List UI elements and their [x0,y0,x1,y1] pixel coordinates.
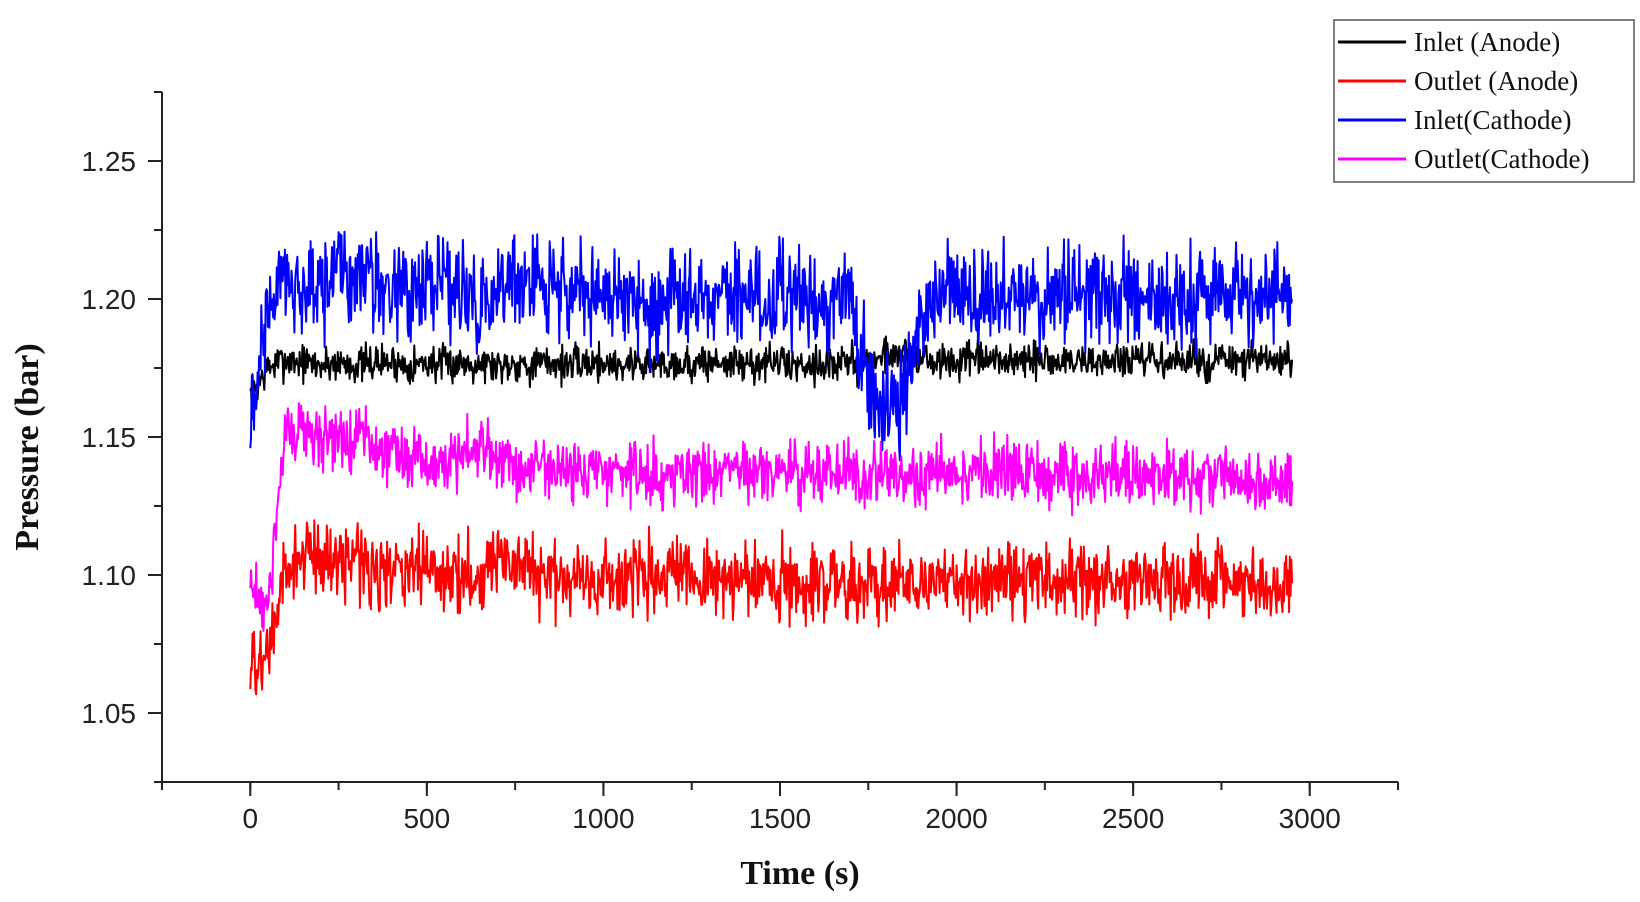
y-tick-label: 1.25 [82,146,137,177]
x-tick-label: 2000 [925,803,987,834]
x-tick-label: 500 [403,803,450,834]
legend: Inlet (Anode) Outlet (Anode) Inlet(Cathode… [1333,19,1635,183]
series-line-0 [249,335,1294,413]
y-tick-label: 1.20 [82,284,137,315]
series-line-1 [249,519,1294,696]
y-tick-label: 1.05 [82,698,137,729]
legend-box [1333,19,1635,183]
x-axis-title: Time (s) [740,855,859,892]
legend-label: Outlet(Cathode) [1414,144,1589,174]
series-line-3 [249,402,1294,632]
series-line-2 [249,230,1294,462]
legend-label: Inlet (Anode) [1414,27,1560,57]
y-tick-label: 1.10 [82,560,137,591]
series-layer [249,230,1294,696]
legend-label: Outlet (Anode) [1414,66,1578,96]
x-tick-label: 0 [242,803,258,834]
x-tick-label: 2500 [1102,803,1164,834]
y-tick-label: 1.15 [82,422,137,453]
x-tick-label: 3000 [1279,803,1341,834]
y-axis-title: Pressure (bar) [9,343,46,550]
legend-label: Inlet(Cathode) [1414,105,1571,135]
x-tick-label: 1500 [749,803,811,834]
axes-layer: 1.05 1.10 1.15 1.20 1.25 0 500 1000 1500 2000 2500… [82,91,1399,834]
x-tick-label: 1000 [572,803,634,834]
